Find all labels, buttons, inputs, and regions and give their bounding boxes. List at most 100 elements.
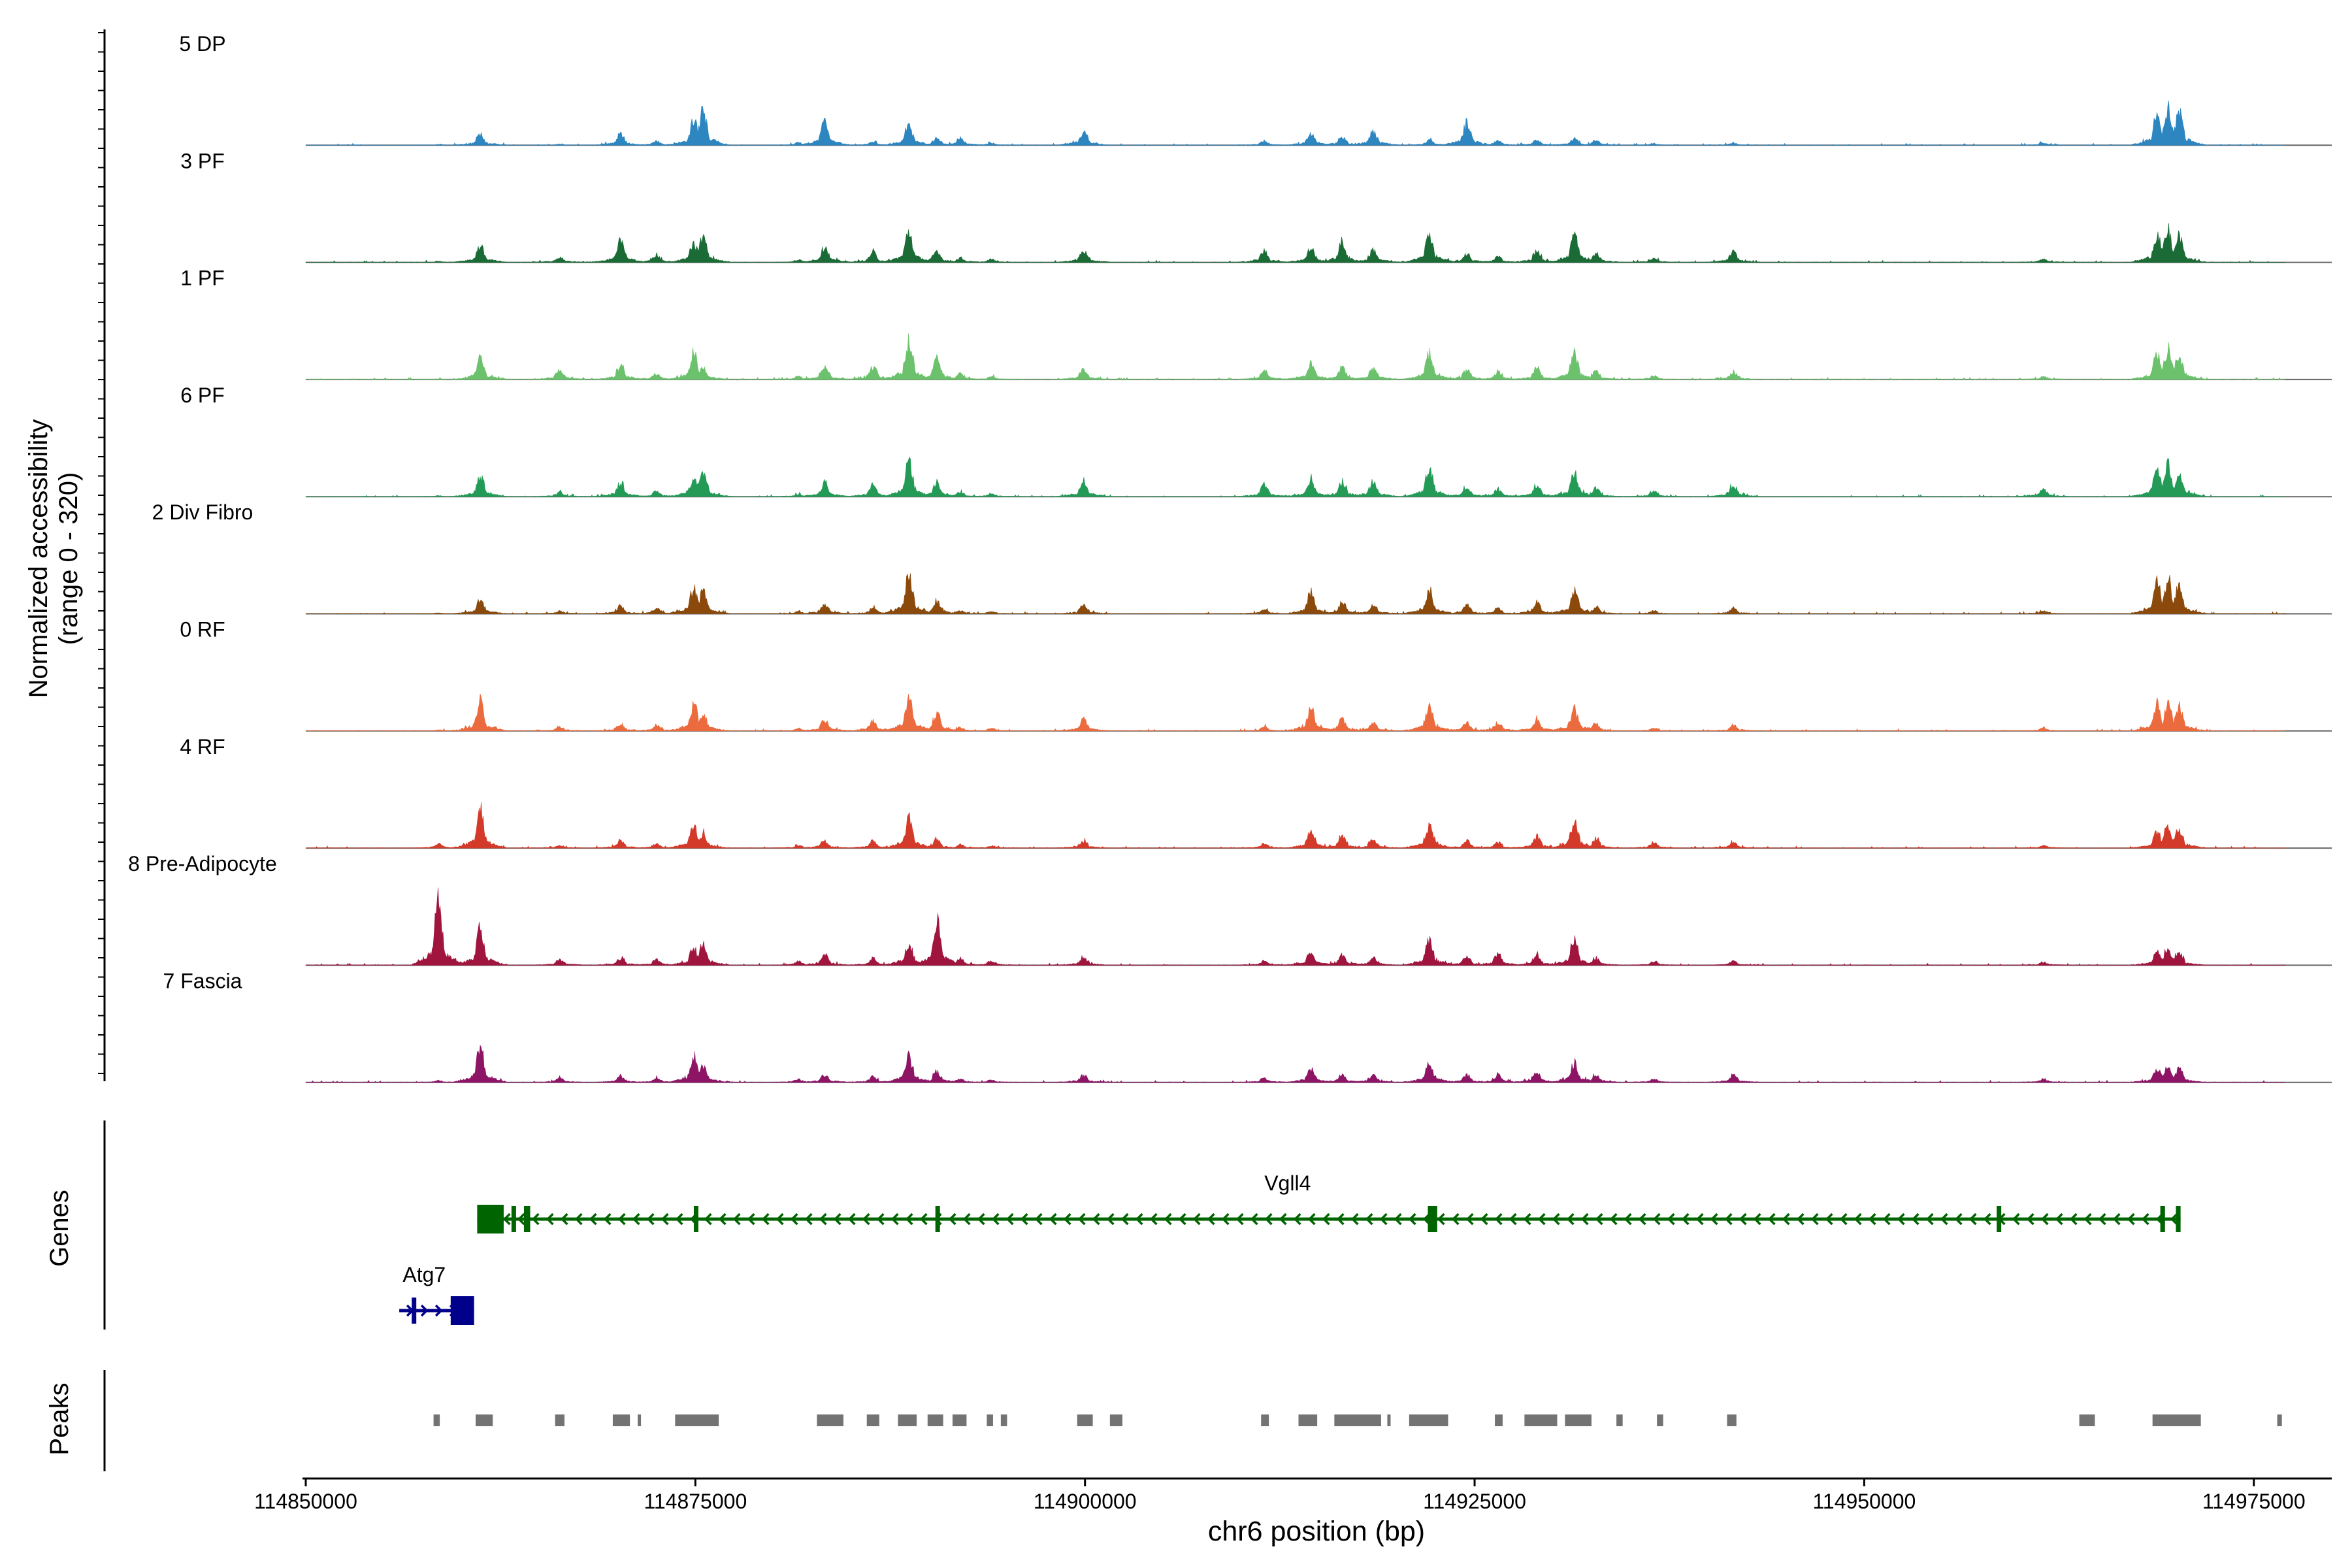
gene-strand-arrow [2112, 1213, 2121, 1226]
gene-strand-arrow [2127, 1213, 2135, 1226]
peak-region [1524, 1414, 1558, 1426]
peak-region [898, 1414, 917, 1426]
gene-strand-arrow [1537, 1213, 1546, 1226]
coverage-track: 8 Pre-Adipocyte [128, 852, 2332, 966]
peak-region [1298, 1414, 1318, 1426]
peak-region [1109, 1414, 1122, 1426]
gene-strand-arrow [1149, 1213, 1158, 1226]
gene-strand-arrow [2026, 1213, 2034, 1226]
gene-strand-arrow [2083, 1213, 2092, 1226]
peak-region [1727, 1414, 1737, 1426]
gene-strand-arrow [1322, 1213, 1330, 1226]
gene-strand-arrow [919, 1213, 928, 1226]
gene-strand-arrow [1264, 1213, 1273, 1226]
gene-strand-arrow [1394, 1213, 1402, 1226]
gene-strand-arrow [603, 1213, 612, 1226]
gene-strand-arrow [1681, 1213, 1690, 1226]
peak-region [1387, 1414, 1391, 1426]
coverage-area [305, 223, 2285, 263]
track-label: 5 DP [179, 32, 225, 56]
gene-strand-arrow [502, 1213, 511, 1226]
gene-strand-arrow [1207, 1213, 1215, 1226]
coverage-track: 7 Fascia [163, 969, 2332, 1083]
x-axis-title: chr6 position (bp) [1208, 1516, 1425, 1547]
track-label: 2 Div Fibro [152, 500, 253, 524]
gene-strand-arrow [862, 1213, 870, 1226]
gene-strand-arrow [420, 1304, 429, 1317]
gene-strand-arrow [1365, 1213, 1373, 1226]
gene-strand-arrow [1925, 1213, 1934, 1226]
coverage-area [305, 457, 2285, 497]
peak-region [1616, 1414, 1623, 1426]
gene-strand-arrow [1049, 1213, 1057, 1226]
peaks-panel-label: Peaks [45, 1382, 74, 1455]
gene-strand-arrow [1077, 1213, 1086, 1226]
gene-strand-arrow [1566, 1213, 1575, 1226]
gene-strand-arrow [890, 1213, 899, 1226]
gene-exon [693, 1206, 698, 1232]
peak-region [1261, 1414, 1269, 1426]
gene-model: Atg7 [399, 1263, 474, 1325]
peak-region [1334, 1414, 1381, 1426]
gene-strand-arrow [804, 1213, 813, 1226]
gene-exon [2176, 1206, 2181, 1232]
gene-strand-arrow [1968, 1213, 1977, 1226]
gene-strand-arrow [661, 1213, 669, 1226]
gene-strand-arrow [962, 1213, 971, 1226]
gene-strand-arrow [819, 1213, 827, 1226]
gene-strand-arrow [1178, 1213, 1186, 1226]
gene-exon [511, 1206, 516, 1232]
peak-region [555, 1414, 564, 1426]
peak-region [1565, 1414, 1592, 1426]
gene-strand-arrow [1868, 1213, 1876, 1226]
gene-strand-arrow [574, 1213, 583, 1226]
peak-region [817, 1414, 843, 1426]
peak-region [1409, 1414, 1448, 1426]
genes-panel-label: Genes [45, 1190, 74, 1267]
gene-strand-arrow [732, 1213, 741, 1226]
coverage-area [305, 887, 2286, 966]
x-tick-label: 114950000 [1812, 1490, 1916, 1513]
gene-strand-arrow [1020, 1213, 1028, 1226]
gene-exon [1997, 1206, 2002, 1232]
gene-strand-arrow [991, 1213, 1000, 1226]
gene-strand-arrow [977, 1213, 985, 1226]
peak-region [1000, 1414, 1007, 1426]
gene-strand-arrow [1465, 1213, 1474, 1226]
gene-strand-arrow [531, 1213, 540, 1226]
gene-strand-arrow [1983, 1213, 1991, 1226]
gene-strand-arrow [1221, 1213, 1230, 1226]
peak-region [433, 1414, 440, 1426]
gene-exon [450, 1296, 474, 1325]
track-label: 0 RF [180, 618, 225, 642]
gene-strand-arrow [1667, 1213, 1675, 1226]
track-label: 1 PF [180, 267, 225, 290]
gene-exon [477, 1205, 504, 1233]
peak-region [1077, 1414, 1093, 1426]
x-tick-label: 114975000 [2202, 1490, 2306, 1513]
gene-exon [523, 1206, 531, 1232]
gene-strand-arrow [833, 1213, 841, 1226]
gene-strand-arrow [1724, 1213, 1733, 1226]
peak-region [638, 1414, 642, 1426]
gene-strand-arrow [1106, 1213, 1115, 1226]
track-label: 4 RF [180, 735, 225, 759]
peak-region [2079, 1414, 2095, 1426]
peak-region [675, 1414, 719, 1426]
x-tick-label: 114900000 [1034, 1490, 1137, 1513]
gene-strand-arrow [1854, 1213, 1862, 1226]
gene-strand-arrow [1120, 1213, 1129, 1226]
peak-region [476, 1414, 493, 1426]
peaks-panel [103, 1370, 2282, 1471]
gene-strand-arrow [1710, 1213, 1718, 1226]
gene-strand-arrow [1494, 1213, 1503, 1226]
coverage-track: 3 PF [180, 149, 2332, 263]
gene-strand-arrow [776, 1213, 784, 1226]
gene-exon [2160, 1206, 2165, 1232]
gene-strand-arrow [546, 1213, 554, 1226]
gene-strand-arrow [1595, 1213, 1603, 1226]
gene-strand-arrow [1897, 1213, 1905, 1226]
gene-strand-arrow [747, 1213, 755, 1226]
coverage-area [305, 573, 2285, 615]
coverage-panel: 5 DP 3 PF 1 PF 6 PF 2 Div Fibro 0 RF 4 RF 8 Pre… [98, 29, 2332, 1083]
